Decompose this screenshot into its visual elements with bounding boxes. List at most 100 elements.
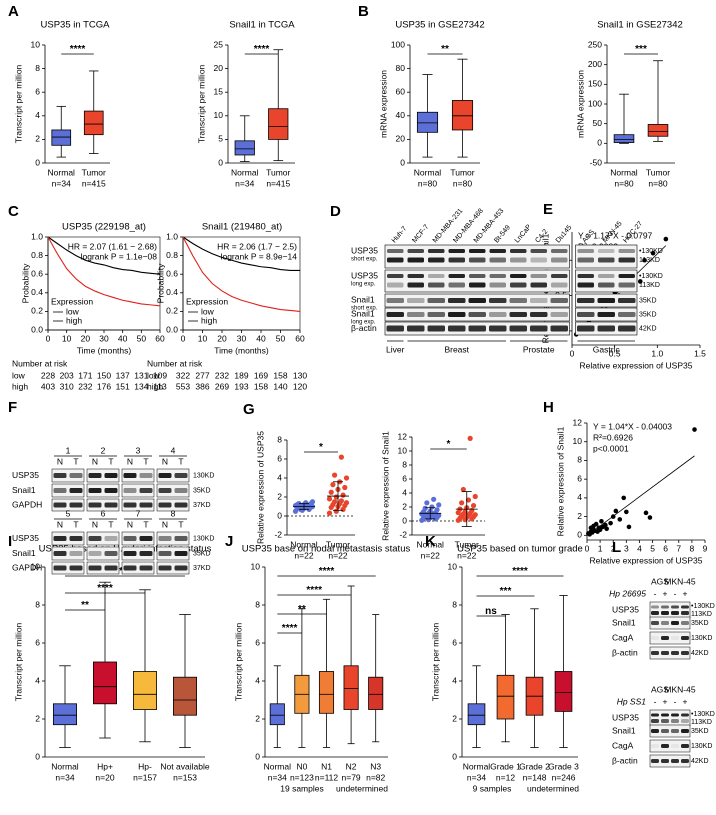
band — [489, 249, 506, 253]
band — [69, 551, 83, 556]
box — [234, 140, 255, 156]
x-tick-label: N3 — [370, 761, 381, 771]
x-tick-label: 5 — [650, 543, 655, 553]
n-label: n=34 — [52, 178, 71, 188]
y-tick-label: 0.6 — [166, 268, 178, 278]
band — [407, 274, 424, 278]
row-label: GAPDH — [12, 562, 42, 572]
kd-label: 35KD — [193, 550, 211, 557]
y-tick-label: 4 — [577, 492, 582, 502]
n-label: n=123 — [290, 772, 314, 782]
band — [651, 729, 659, 733]
chart-title: USP35 (229198_at) — [62, 222, 146, 233]
x-tick-label: 4 — [637, 543, 642, 553]
risk-count: 151 — [116, 381, 130, 391]
risk-count: 269 — [215, 381, 229, 391]
x-tick-label: 9 — [703, 543, 708, 553]
band — [577, 257, 594, 263]
band — [448, 257, 465, 263]
blot-frame — [121, 561, 155, 575]
band — [387, 249, 404, 253]
kd-label: 113KD — [639, 282, 660, 289]
y-tick-label: 10 — [31, 39, 41, 49]
risk-count: 189 — [234, 370, 248, 380]
y-tick-label: 2 — [35, 134, 40, 144]
band — [123, 536, 137, 541]
y-tick-label: -50 — [590, 157, 603, 167]
band — [598, 282, 615, 288]
n-label: n=153 — [173, 772, 197, 782]
band — [530, 249, 547, 253]
box — [53, 703, 78, 726]
box — [467, 703, 486, 726]
y-tick-label: 0 — [577, 530, 582, 540]
risk-title: Number at risk — [147, 358, 203, 368]
kd-label: •130KD — [691, 603, 715, 610]
band — [104, 536, 118, 541]
sign-label: + — [683, 696, 688, 706]
band — [53, 488, 67, 493]
band — [550, 325, 568, 332]
risk-count: 120 — [293, 381, 307, 391]
x-tick-label: 10 — [62, 333, 72, 343]
band — [407, 312, 425, 317]
band — [139, 565, 153, 571]
band — [661, 611, 669, 615]
annotation: HR = 2.06 (1.7 − 2.5) — [217, 241, 297, 251]
band — [104, 488, 118, 493]
kd-label: 130KD — [691, 635, 712, 642]
sample-label: 8 — [171, 508, 176, 518]
x-tick-label: 2 — [611, 543, 616, 553]
band — [386, 325, 404, 332]
n-label: n=34 — [235, 178, 254, 188]
lane-label: N — [92, 519, 98, 529]
x-tick-label: Normal — [414, 167, 442, 177]
band — [671, 651, 679, 655]
kd-label: 35KD — [639, 297, 657, 304]
band — [681, 729, 689, 733]
point — [599, 518, 604, 524]
y-tick-label: 2 — [452, 713, 457, 723]
y-tick-label: 50 — [593, 118, 603, 128]
band — [681, 759, 689, 763]
x-tick-label: Hp+ — [97, 761, 113, 771]
panel-letter: A — [8, 3, 19, 20]
blot-frame — [86, 546, 120, 561]
y-axis-label: mRNA expression — [378, 70, 388, 138]
band — [88, 502, 102, 508]
band — [139, 488, 153, 493]
band — [468, 298, 486, 303]
strain-label: Hp 26695 — [609, 588, 646, 598]
annotation: logrank P = 1.1e−08 — [81, 251, 158, 261]
annotation: R²=0.6926 — [593, 432, 633, 442]
blot-frame — [649, 724, 691, 738]
band — [123, 488, 137, 493]
risk-count: 232 — [215, 370, 229, 380]
x-tick-label: 50 — [276, 333, 286, 343]
lane-label: MCF-7 — [411, 224, 430, 245]
plot-frame — [47, 236, 161, 331]
risk-count: 134 — [134, 381, 148, 391]
band — [489, 257, 506, 263]
x-tick-label: Normal — [610, 167, 638, 177]
band — [123, 551, 137, 556]
band — [53, 565, 67, 571]
point — [436, 502, 442, 508]
kd-label: 42KD — [691, 758, 709, 765]
significance-label: *** — [635, 44, 647, 55]
n-label: n=22 — [328, 550, 347, 560]
band — [618, 298, 636, 303]
x-tick-label: Tumor — [266, 167, 290, 177]
y-tick-label: 200 — [588, 59, 602, 69]
band — [551, 249, 568, 253]
band — [551, 282, 568, 288]
band — [489, 325, 507, 332]
blot-frame — [86, 531, 120, 546]
y-axis-label: Transcript per million — [233, 622, 243, 701]
legend-label: low — [66, 306, 80, 316]
band — [174, 502, 188, 508]
band — [123, 565, 137, 571]
row-label: CagA — [612, 632, 634, 642]
n-label: n=246 — [552, 772, 576, 782]
x-tick-label: 8 — [690, 543, 695, 553]
